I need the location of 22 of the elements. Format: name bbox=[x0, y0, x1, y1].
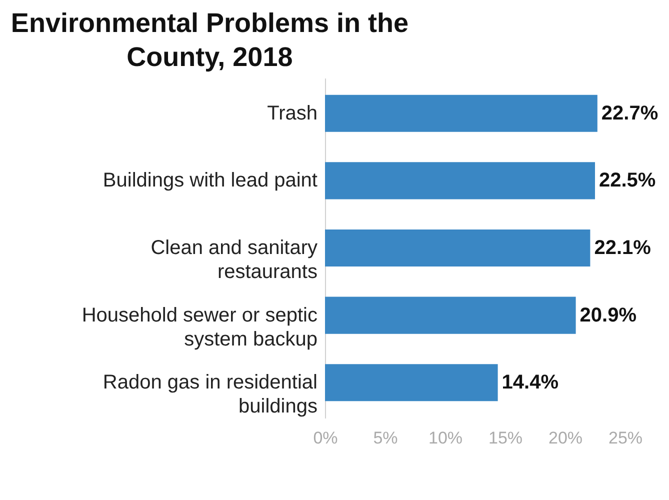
y-tick-label: Radon gas in residential buildings bbox=[102, 372, 318, 418]
x-tick-label: 10% bbox=[428, 428, 463, 448]
data-label: 22.7% bbox=[601, 102, 658, 124]
y-tick-label: Buildings with lead paint bbox=[102, 170, 318, 192]
bar bbox=[325, 162, 595, 200]
y-tick-label: Household sewer or septic system backup bbox=[82, 304, 318, 350]
x-tick-label: 25% bbox=[608, 428, 643, 448]
y-tick-label: Clean and sanitary restaurants bbox=[150, 237, 318, 283]
bar bbox=[325, 94, 598, 132]
data-label: 22.5% bbox=[599, 170, 656, 192]
bar bbox=[325, 229, 590, 267]
y-tick-label: Trash bbox=[267, 102, 318, 124]
data-label: 22.1% bbox=[594, 237, 652, 259]
chart-title: Environmental Problems in the County, 2018 bbox=[10, 8, 409, 72]
bar bbox=[325, 296, 576, 334]
x-tick-label: 15% bbox=[488, 428, 523, 448]
x-tick-label: 0% bbox=[313, 428, 338, 448]
x-tick-label: 5% bbox=[373, 428, 398, 448]
bar bbox=[325, 364, 498, 402]
data-label: 14.4% bbox=[502, 372, 559, 394]
x-tick-label: 20% bbox=[548, 428, 583, 448]
data-label: 20.9% bbox=[580, 304, 637, 326]
